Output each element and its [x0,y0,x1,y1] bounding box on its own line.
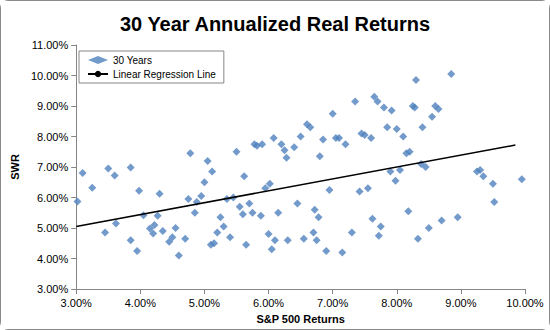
svg-text:Linear Regression Line: Linear Regression Line [113,69,216,80]
svg-text:7.00%: 7.00% [317,297,348,309]
svg-text:30 Year Annualized Real Return: 30 Year Annualized Real Returns [120,13,430,35]
svg-text:8.00%: 8.00% [381,297,412,309]
svg-text:6.00%: 6.00% [37,192,68,204]
svg-text:3.00%: 3.00% [37,283,68,295]
svg-text:4.00%: 4.00% [125,297,156,309]
svg-text:9.00%: 9.00% [37,100,68,112]
svg-text:5.00%: 5.00% [37,222,68,234]
svg-text:30 Years: 30 Years [113,55,152,66]
svg-text:7.00%: 7.00% [37,161,68,173]
svg-text:6.00%: 6.00% [253,297,284,309]
svg-text:11.00%: 11.00% [32,39,69,51]
svg-text:8.00%: 8.00% [37,131,68,143]
svg-text:10.00%: 10.00% [31,70,69,82]
svg-text:3.00%: 3.00% [61,297,92,309]
svg-text:4.00%: 4.00% [37,253,68,265]
svg-text:S&P 500 Returns: S&P 500 Returns [256,313,344,325]
svg-text:10.00%: 10.00% [506,297,544,309]
svg-text:SWR: SWR [9,154,21,180]
svg-text:5.00%: 5.00% [189,297,220,309]
svg-text:9.00%: 9.00% [445,297,476,309]
